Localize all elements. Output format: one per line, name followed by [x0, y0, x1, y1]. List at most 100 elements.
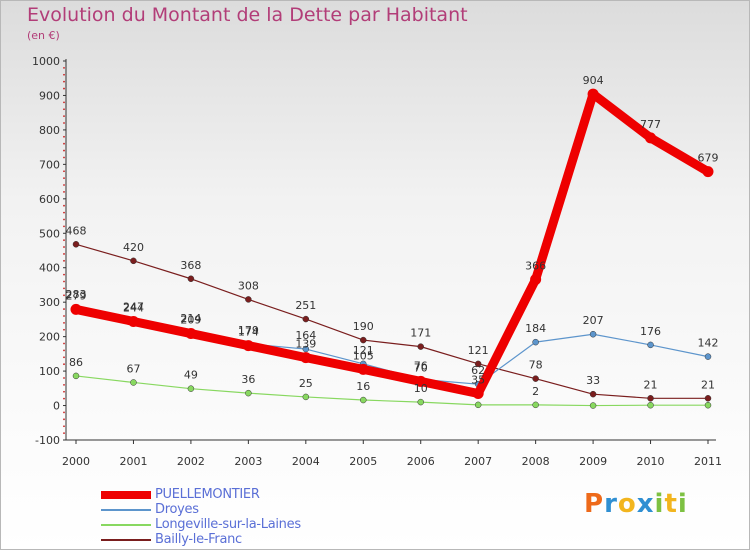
legend-swatch — [101, 524, 151, 526]
y-tick-label: 600 — [39, 193, 60, 206]
y-minor-tick — [63, 287, 65, 290]
y-tick-label: 0 — [53, 400, 60, 413]
data-label: 244 — [123, 301, 144, 314]
data-label: 78 — [529, 359, 543, 372]
data-point — [530, 273, 542, 285]
data-point — [474, 401, 482, 409]
proxiti-logo: Proxiti — [584, 489, 688, 519]
data-label: 174 — [238, 326, 259, 339]
data-label: 121 — [468, 344, 489, 357]
legend-swatch — [101, 509, 151, 511]
y-minor-tick — [63, 184, 65, 186]
x-tick-label: 2000 — [62, 455, 90, 468]
y-tick-label: 500 — [39, 227, 60, 240]
data-label: 308 — [238, 279, 259, 292]
data-point — [704, 395, 712, 402]
data-point — [185, 328, 197, 340]
x-tick-label: 2001 — [119, 455, 147, 468]
x-tick-label: 2007 — [464, 455, 492, 468]
y-minor-tick — [63, 80, 65, 83]
data-label: 121 — [353, 344, 374, 357]
data-label: 33 — [586, 374, 600, 387]
data-point — [589, 402, 597, 409]
data-label: 366 — [525, 259, 546, 272]
y-minor-tick — [63, 225, 65, 228]
data-label: 67 — [126, 362, 140, 375]
x-tick-label: 2004 — [292, 455, 320, 468]
data-point — [302, 315, 310, 323]
data-point — [187, 275, 195, 283]
y-tick-label: 800 — [39, 124, 60, 137]
x-tick-label: 2006 — [407, 455, 435, 468]
data-point — [474, 360, 482, 368]
data-label: 10 — [414, 382, 428, 395]
y-minor-tick — [63, 294, 65, 297]
data-point — [300, 352, 312, 364]
data-point — [130, 379, 137, 386]
data-label: 105 — [353, 349, 374, 362]
y-tick-label: 300 — [39, 296, 60, 309]
y-tick-label: 1000 — [32, 55, 60, 68]
data-label: 21 — [644, 378, 658, 391]
y-minor-tick — [63, 377, 65, 379]
y-minor-tick — [63, 149, 65, 152]
data-point — [589, 330, 597, 338]
data-point — [357, 363, 369, 375]
y-minor-tick — [63, 321, 65, 324]
y-tick-label: 400 — [39, 262, 60, 275]
data-point — [702, 166, 714, 178]
y-minor-tick — [63, 308, 65, 310]
data-label: 139 — [295, 338, 316, 351]
data-label: 49 — [184, 369, 198, 382]
data-label: 368 — [180, 259, 201, 272]
y-minor-tick — [63, 108, 65, 111]
x-tick-label: 2005 — [349, 455, 377, 468]
y-minor-tick — [63, 87, 65, 90]
data-point — [130, 257, 137, 265]
data-label: 36 — [241, 373, 255, 386]
data-label: 214 — [180, 312, 201, 325]
y-minor-tick — [63, 273, 65, 276]
data-point — [472, 387, 484, 399]
y-minor-tick — [63, 101, 65, 104]
data-point — [587, 88, 599, 100]
y-minor-tick — [63, 73, 65, 76]
data-label: 76 — [414, 359, 428, 372]
data-point — [417, 343, 424, 350]
legend-label: Droyes — [155, 502, 199, 517]
y-tick-label: 900 — [39, 89, 60, 102]
data-point — [532, 338, 539, 346]
data-label: 904 — [583, 74, 604, 87]
data-label: 176 — [640, 325, 661, 338]
y-minor-tick — [63, 397, 65, 400]
y-minor-tick — [63, 170, 65, 173]
data-label: 777 — [640, 118, 661, 131]
y-minor-tick — [63, 432, 65, 435]
x-tick-label: 2011 — [694, 455, 722, 468]
y-minor-tick — [63, 383, 65, 386]
y-minor-tick — [63, 239, 65, 242]
data-label: 247 — [123, 300, 144, 313]
data-point — [417, 398, 424, 406]
y-minor-tick — [63, 259, 65, 262]
y-minor-tick — [63, 218, 65, 221]
y-minor-tick — [63, 363, 65, 366]
data-point — [302, 345, 310, 353]
y-minor-tick — [63, 66, 65, 69]
y-minor-tick — [63, 253, 65, 255]
data-point — [245, 296, 252, 303]
series-line-0 — [71, 89, 713, 398]
data-point — [70, 303, 82, 315]
data-point — [647, 395, 654, 402]
data-point — [360, 336, 367, 344]
legend-label: Bailly-le-Franc — [155, 532, 242, 547]
y-minor-tick — [63, 142, 65, 145]
data-point — [647, 341, 654, 349]
data-label: 62 — [471, 364, 485, 377]
data-label: 251 — [295, 299, 316, 312]
data-point — [127, 315, 139, 327]
y-minor-tick — [63, 156, 65, 159]
y-minor-tick — [63, 390, 65, 393]
data-point — [415, 375, 427, 387]
